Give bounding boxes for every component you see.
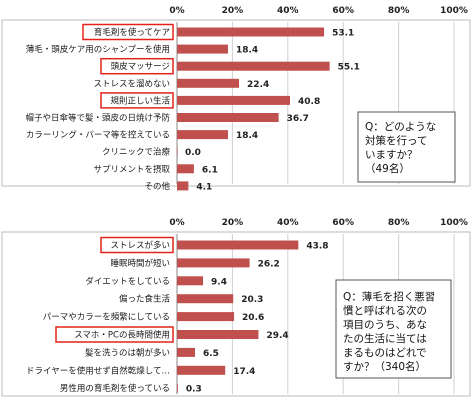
x-tick-label: 20% [222,6,244,16]
category-label: 薄毛・頭皮ケア用のシャンプーを使用 [26,44,170,55]
value-label: 36.7 [287,114,309,124]
x-tick-label: 100% [440,6,468,16]
value-label: 18.4 [236,46,258,56]
highlight-box [82,23,174,41]
bar [177,240,299,250]
bar [177,95,291,105]
bar [177,78,240,88]
bar [177,312,235,322]
value-label: 43.8 [306,242,328,252]
chart-frame [1,19,471,187]
category-label: 育毛剤を使ってケア [94,27,170,38]
value-label: 40.8 [298,97,320,107]
category-label: 頭皮マッサージ [111,61,170,72]
question-text: たの生活に当ては [343,332,427,345]
category-label: その他 [144,181,170,192]
question-text: Q：どのような [365,121,436,133]
category-label: 睡眠時間が短い [110,258,170,269]
bar [177,258,250,268]
bar [177,276,204,286]
bar [177,365,226,375]
category-label: ストレスが多い [110,240,170,251]
value-label: 0.0 [185,148,201,158]
question-text: 慣と呼ばれる次の [343,304,427,317]
highlight-box [100,92,174,109]
category-label: ドライヤーを使用せず自然乾燥して… [26,365,170,376]
value-label: 9.4 [211,277,227,287]
value-label: 18.4 [236,131,258,141]
x-tick-label: 0% [169,6,184,16]
category-label: サプリメントを摂取 [93,164,170,175]
bar [177,61,330,71]
category-label: カラーリング・パーマ等を控えている [26,130,170,141]
x-tick-label: 60% [332,218,354,228]
value-label: 6.1 [202,165,218,175]
category-label: 偏った食生活 [119,294,171,305]
value-label: 6.5 [203,349,219,359]
x-tick-label: 100% [440,218,468,228]
chart-1: 0% 20% 40% 60% 80% 100% 育毛剤を使ってケア 53.1 薄毛・頭皮ケア用の… [1,6,471,192]
question-box [357,111,456,183]
question-text: Q：薄毛を招く悪習 [343,290,435,303]
value-label: 20.3 [241,295,263,305]
question-box [335,279,452,379]
bar [177,294,234,304]
question-text: まるものはどれで [343,347,427,359]
highlight-box [55,326,174,343]
value-label: 53.1 [332,29,354,39]
x-tick-label: 60% [332,6,354,16]
highlight-box [100,57,174,75]
value-label: 22.4 [247,80,269,90]
bar [177,347,196,357]
category-label: 髪を洗うのは朝が多い [85,347,170,358]
bar [177,113,279,122]
category-label: 帽子や日傘等で髪・頭皮の日焼け予防 [25,113,170,124]
value-label: 26.2 [258,259,280,269]
bar [177,27,325,37]
value-label: 0.3 [186,385,202,395]
x-tick-label: 0% [169,218,184,228]
bar [177,383,178,393]
value-label: 20.6 [242,313,264,323]
x-tick-label: 40% [277,6,299,16]
question-text: （49名） [365,162,410,175]
bar [177,147,178,157]
bar [177,330,259,339]
x-tick-label: 20% [222,218,244,228]
question-text: 対策を行って [365,134,427,147]
bar [177,181,189,191]
value-label: 29.4 [266,331,288,341]
question-text: すか？（340名） [343,360,426,373]
category-label: パーマやカラーを頻繁にしている [43,312,170,323]
highlight-box [100,236,174,254]
x-tick-label: 80% [388,218,410,228]
bar [177,130,228,140]
category-label: スマホ・PCの長時間使用 [74,330,170,341]
category-label: ダイエットをしている [85,276,170,287]
value-label: 4.1 [196,182,212,192]
chart-frame [1,231,471,397]
category-label: 規則正しい生活 [110,95,170,106]
category-label: ストレスを溜めない [93,78,170,89]
question-text: 項目のうち、あな [343,319,427,331]
x-tick-label: 40% [277,218,299,228]
bar [177,44,228,54]
chart-2: 0% 20% 40% 60% 80% 100% ストレスが多い 43.8 睡眠時間が短い 26.2… [1,218,471,397]
x-tick-label: 80% [388,6,410,16]
category-label: 男性用の育毛剤を使っている [60,383,170,394]
question-text: いますか？ [365,149,418,161]
category-label: クリニックで治療 [102,147,171,158]
value-label: 17.4 [233,367,255,377]
bar [177,164,194,174]
value-label: 55.1 [338,63,360,73]
